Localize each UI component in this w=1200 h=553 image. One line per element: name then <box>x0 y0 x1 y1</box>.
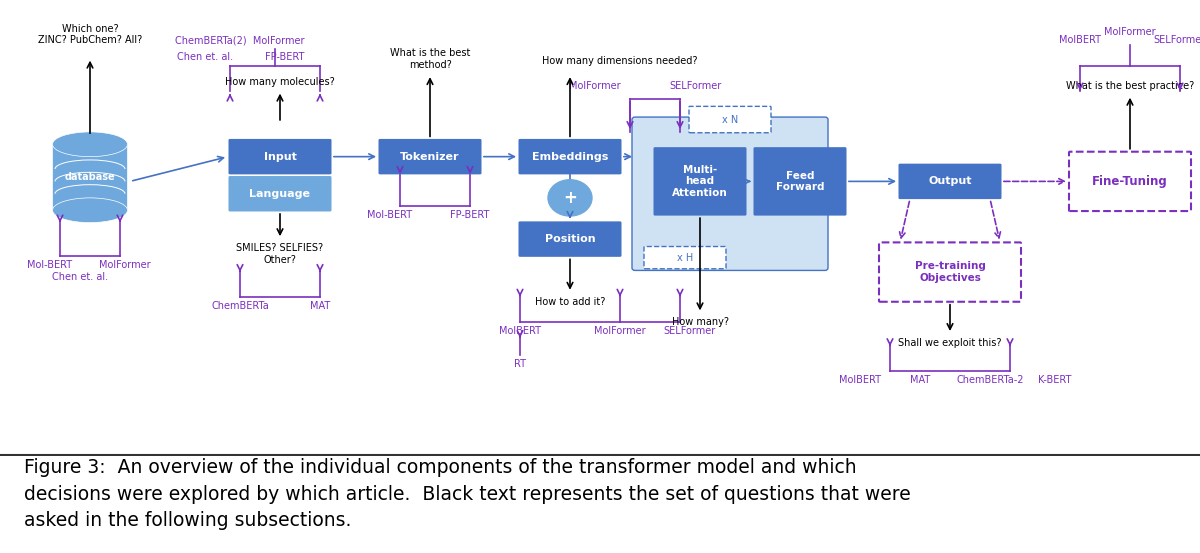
Text: MolFormer: MolFormer <box>100 260 151 270</box>
FancyBboxPatch shape <box>518 139 622 174</box>
Text: MolBERT: MolBERT <box>499 326 541 336</box>
Ellipse shape <box>53 132 127 156</box>
Text: Output: Output <box>929 176 972 186</box>
Text: +: + <box>563 189 577 207</box>
Text: FP-BERT: FP-BERT <box>450 210 490 220</box>
FancyBboxPatch shape <box>228 139 331 174</box>
Text: Mol-BERT: Mol-BERT <box>28 260 72 270</box>
Text: x N: x N <box>722 114 738 124</box>
Text: MolFormer: MolFormer <box>594 326 646 336</box>
Text: MolFormer: MolFormer <box>569 81 620 91</box>
Text: Position: Position <box>545 234 595 244</box>
FancyBboxPatch shape <box>754 147 846 216</box>
Text: Chen et. al.: Chen et. al. <box>176 52 233 62</box>
Text: Embeddings: Embeddings <box>532 152 608 161</box>
FancyBboxPatch shape <box>518 221 622 257</box>
Text: How many dimensions needed?: How many dimensions needed? <box>542 56 697 66</box>
Text: x H: x H <box>677 253 694 263</box>
Text: What is the best
method?: What is the best method? <box>390 49 470 70</box>
Text: MolBERT: MolBERT <box>839 375 881 385</box>
Text: Multi-
head
Attention: Multi- head Attention <box>672 165 728 198</box>
FancyBboxPatch shape <box>899 164 1002 199</box>
Text: What is the best practice?: What is the best practice? <box>1066 81 1194 91</box>
Text: Tokenizer: Tokenizer <box>401 152 460 161</box>
FancyBboxPatch shape <box>654 147 746 216</box>
Text: SELFormer: SELFormer <box>668 81 721 91</box>
Text: SMILES? SELFIES?
Other?: SMILES? SELFIES? Other? <box>236 243 324 265</box>
Text: MolFormer: MolFormer <box>1104 27 1156 37</box>
Text: Chen et. al.: Chen et. al. <box>52 272 108 282</box>
Text: Shall we exploit this?: Shall we exploit this? <box>899 338 1002 348</box>
Text: SELFormer: SELFormer <box>1154 35 1200 45</box>
Text: MAT: MAT <box>910 375 930 385</box>
Text: Mol-BERT: Mol-BERT <box>367 210 413 220</box>
FancyBboxPatch shape <box>228 176 331 211</box>
Text: Input: Input <box>264 152 296 161</box>
Text: RT: RT <box>514 359 526 369</box>
Text: Feed
Forward: Feed Forward <box>775 170 824 192</box>
Text: Language: Language <box>250 189 311 199</box>
Text: ChemBERTa(2)  MolFormer: ChemBERTa(2) MolFormer <box>175 35 305 45</box>
Text: SELFormer: SELFormer <box>664 326 716 336</box>
Text: FP-BERT: FP-BERT <box>265 52 305 62</box>
Text: How many molecules?: How many molecules? <box>226 76 335 87</box>
Ellipse shape <box>53 198 127 223</box>
FancyBboxPatch shape <box>632 117 828 270</box>
FancyBboxPatch shape <box>1069 152 1190 211</box>
Circle shape <box>548 180 592 216</box>
Text: K-BERT: K-BERT <box>1038 375 1072 385</box>
Text: MolBERT: MolBERT <box>1060 35 1102 45</box>
FancyBboxPatch shape <box>644 247 726 269</box>
FancyBboxPatch shape <box>378 139 481 174</box>
Text: How to add it?: How to add it? <box>535 297 605 307</box>
Text: Which one?
ZINC? PubChem? All?: Which one? ZINC? PubChem? All? <box>38 24 142 45</box>
FancyBboxPatch shape <box>53 144 127 210</box>
Text: How many?: How many? <box>672 317 728 327</box>
Text: Pre-training
Objectives: Pre-training Objectives <box>914 261 985 283</box>
Text: database: database <box>65 173 115 182</box>
Text: Fine-Tuning: Fine-Tuning <box>1092 175 1168 188</box>
Text: MAT: MAT <box>310 301 330 311</box>
FancyBboxPatch shape <box>878 242 1021 302</box>
FancyBboxPatch shape <box>689 106 772 133</box>
Text: Figure 3:  An overview of the individual components of the transformer model and: Figure 3: An overview of the individual … <box>24 458 911 530</box>
Text: ChemBERTa-2: ChemBERTa-2 <box>956 375 1024 385</box>
Text: ChemBERTa: ChemBERTa <box>211 301 269 311</box>
